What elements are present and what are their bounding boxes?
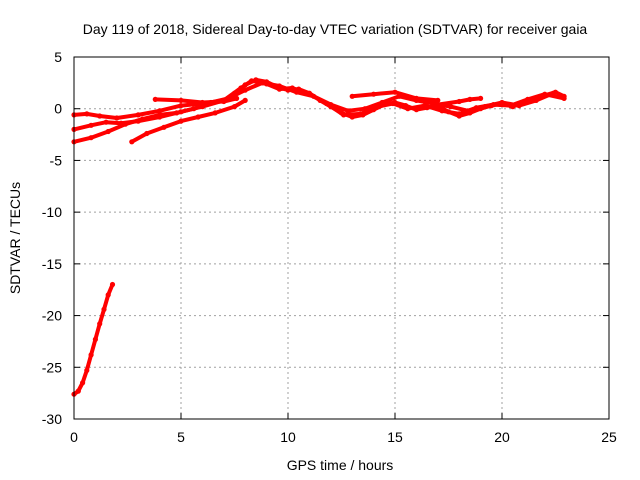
data-point: [242, 97, 248, 103]
data-point: [435, 97, 441, 103]
data-point: [456, 111, 462, 117]
plot-frame: [73, 56, 610, 420]
data-point: [88, 135, 94, 141]
data-point: [103, 119, 109, 125]
data-point: [561, 95, 567, 101]
data-point: [430, 100, 437, 107]
data-point: [294, 89, 300, 95]
data-point: [221, 98, 227, 105]
data-point: [212, 110, 218, 116]
data-point: [435, 102, 441, 108]
data-point: [199, 99, 205, 106]
data-point: [195, 114, 201, 120]
y-tick-label: 0: [54, 101, 62, 117]
data-point: [242, 87, 248, 93]
data-point: [139, 116, 146, 122]
data-point: [178, 103, 184, 109]
data-point: [105, 128, 111, 135]
data-point: [448, 104, 454, 110]
data-point: [157, 112, 163, 118]
x-tick-label: 20: [494, 429, 510, 445]
data-point: [358, 111, 364, 117]
data-point: [144, 130, 150, 137]
data-point: [516, 103, 522, 109]
x-tick-label: 0: [70, 429, 78, 445]
data-point: [311, 93, 317, 99]
y-tick-label: -5: [50, 152, 63, 168]
data-point: [75, 388, 81, 394]
axis-ticks: 0 5 10 15 20 25 5 0 -5 -10 -15 -20 -25 -30: [42, 49, 617, 445]
data-point: [88, 352, 94, 358]
data-point: [362, 106, 368, 112]
data-point: [405, 106, 411, 112]
plot-area: [71, 77, 567, 397]
data-point: [88, 122, 94, 128]
data-point: [105, 292, 111, 298]
data-point: [345, 108, 351, 114]
data-point: [80, 380, 86, 386]
data-point: [249, 78, 255, 84]
data-point: [413, 95, 419, 101]
x-axis-label: GPS time / hours: [287, 457, 394, 473]
data-point: [84, 111, 90, 117]
data-point: [456, 98, 462, 105]
data-point: [231, 104, 238, 110]
data-point: [392, 89, 398, 95]
data-point: [341, 112, 347, 118]
series-line-start-curve: [72, 282, 115, 397]
data-point: [259, 80, 265, 86]
data-point: [157, 108, 163, 114]
data-point: [499, 99, 505, 106]
y-tick-label: -20: [42, 308, 62, 324]
data-point: [109, 281, 116, 288]
data-point: [84, 367, 90, 373]
data-point: [467, 96, 473, 102]
y-tick-label: 5: [54, 49, 62, 65]
grid: [74, 57, 609, 419]
y-tick-label: -10: [42, 204, 62, 220]
data-point: [178, 118, 184, 124]
data-point: [114, 115, 120, 121]
data-point: [191, 106, 197, 112]
data-point: [161, 124, 167, 130]
y-axis-label: SDTVAR / TECUs: [7, 182, 23, 294]
data-point: [101, 306, 107, 312]
data-point: [328, 102, 334, 108]
chart-title: Day 119 of 2018, Sidereal Day-to-day VTE…: [83, 21, 588, 37]
data-point: [533, 97, 539, 103]
data-point: [152, 96, 158, 102]
data-point: [135, 112, 141, 118]
data-point: [238, 85, 244, 91]
series-line-main-traces: [129, 98, 248, 144]
data-point: [122, 121, 128, 127]
data-point: [439, 108, 445, 114]
data-point: [482, 104, 488, 110]
data-point: [422, 103, 428, 109]
x-tick-label: 15: [387, 429, 403, 445]
data-point: [371, 91, 377, 97]
x-tick-label: 25: [601, 429, 617, 445]
data-point: [129, 139, 135, 145]
data-point: [379, 99, 385, 106]
data-point: [92, 336, 98, 342]
x-tick-label: 10: [280, 429, 296, 445]
data-point: [390, 100, 396, 107]
data-point: [478, 95, 484, 101]
data-point: [97, 321, 103, 327]
data-point: [550, 90, 557, 96]
y-tick-label: -15: [42, 256, 62, 272]
data-point: [174, 110, 180, 116]
data-point: [349, 93, 355, 99]
y-tick-label: -25: [42, 359, 62, 375]
data-point: [465, 108, 471, 114]
data-point: [234, 95, 240, 101]
x-tick-label: 5: [177, 429, 185, 445]
series-line-main-traces: [435, 96, 483, 107]
data-point: [97, 113, 103, 119]
data-point: [276, 83, 282, 89]
data-point: [178, 97, 184, 103]
y-tick-label: -30: [42, 411, 62, 427]
